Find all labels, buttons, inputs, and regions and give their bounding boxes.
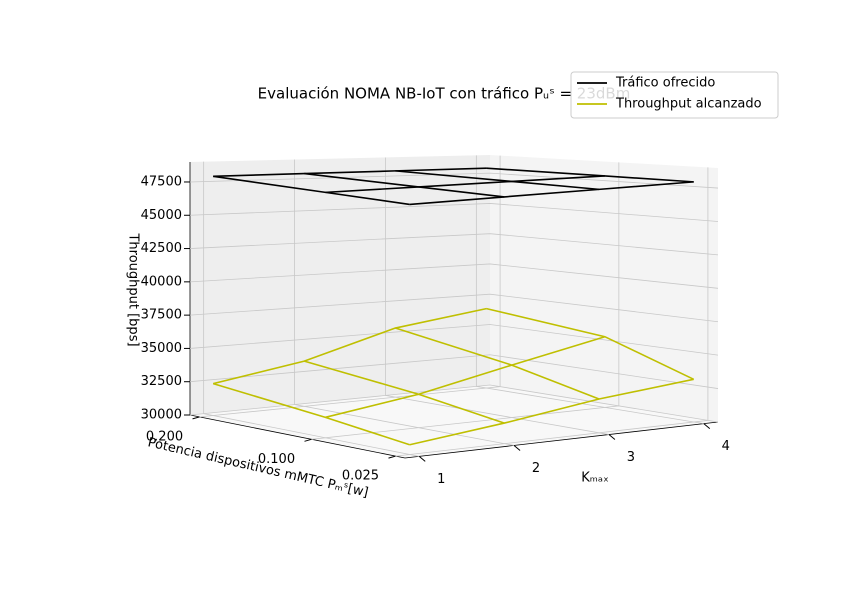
floor-pane	[190, 385, 718, 458]
wire-col	[304, 360, 505, 424]
x-tick	[418, 455, 426, 462]
panes	[190, 155, 718, 458]
grid-line	[189, 293, 719, 323]
x-tick-label: 1	[437, 472, 445, 487]
wire-row	[409, 378, 694, 446]
legend-label: Tráfico ofrecido	[615, 76, 715, 91]
z-tick-label: 37500	[141, 308, 182, 323]
x-tick-label: 4	[722, 439, 730, 454]
legend-label: Throughput alcanzado	[615, 97, 762, 112]
z-tick-label: 35000	[141, 341, 182, 356]
wire-col	[213, 175, 410, 206]
y-axis-line	[189, 414, 406, 459]
back-pane	[190, 155, 490, 415]
z-tick-label: 40000	[141, 274, 182, 289]
wire-row	[325, 175, 605, 194]
x-tick-label: 2	[532, 461, 540, 476]
grid-line	[189, 324, 719, 356]
grid-line	[189, 263, 719, 289]
z-axis-label: Throughput [bps]	[126, 232, 141, 346]
grid-line	[189, 172, 719, 189]
wire-row	[212, 307, 487, 385]
z-tick-label: 32500	[141, 374, 182, 389]
grid-line	[189, 203, 719, 222]
x-axis-label: Kₘₐₓ	[581, 471, 609, 486]
y-axis-label: Potencia dispositivos mMTC Pₘˢ[w]	[146, 435, 369, 500]
grid-line	[189, 233, 719, 256]
z-tick-label: 42500	[141, 241, 182, 256]
y-tick	[304, 438, 312, 442]
chart-title: Evaluación NOMA NB-IoT con tráfico Pᵤˢ =…	[258, 85, 631, 103]
wire-col	[304, 172, 505, 198]
z-tick-label: 47500	[141, 174, 182, 189]
wire-col	[486, 167, 694, 183]
wire-row	[409, 181, 694, 206]
wire-col	[486, 307, 695, 381]
grid-line	[199, 155, 501, 418]
x-tick	[703, 423, 711, 430]
x-tick	[513, 445, 521, 451]
side-pane	[490, 155, 718, 422]
y-tick-label: 0.200	[146, 429, 183, 444]
x-tick-label: 3	[627, 450, 635, 465]
grid-line	[385, 157, 609, 435]
wire-col	[395, 170, 600, 191]
grid-line	[189, 384, 719, 423]
y-tick-label: 0.100	[258, 452, 295, 467]
grid-line	[395, 167, 709, 457]
wire-row	[213, 167, 487, 178]
x-tick	[608, 434, 616, 440]
legend-box	[570, 71, 779, 119]
y-tick-label: 0.025	[342, 469, 379, 484]
grid-line	[189, 354, 719, 389]
grid-line	[294, 159, 515, 446]
z-tick-label: 45000	[141, 208, 182, 223]
wire-col	[395, 327, 600, 400]
x-axis-line	[404, 421, 719, 459]
y-tick	[388, 455, 396, 459]
grid-line	[311, 162, 620, 440]
grid-line	[203, 161, 420, 457]
wire-row	[325, 335, 606, 419]
grid-line	[475, 155, 704, 425]
y-tick	[192, 416, 200, 420]
wire-col	[212, 382, 410, 446]
z-tick-label: 30000	[141, 408, 182, 423]
